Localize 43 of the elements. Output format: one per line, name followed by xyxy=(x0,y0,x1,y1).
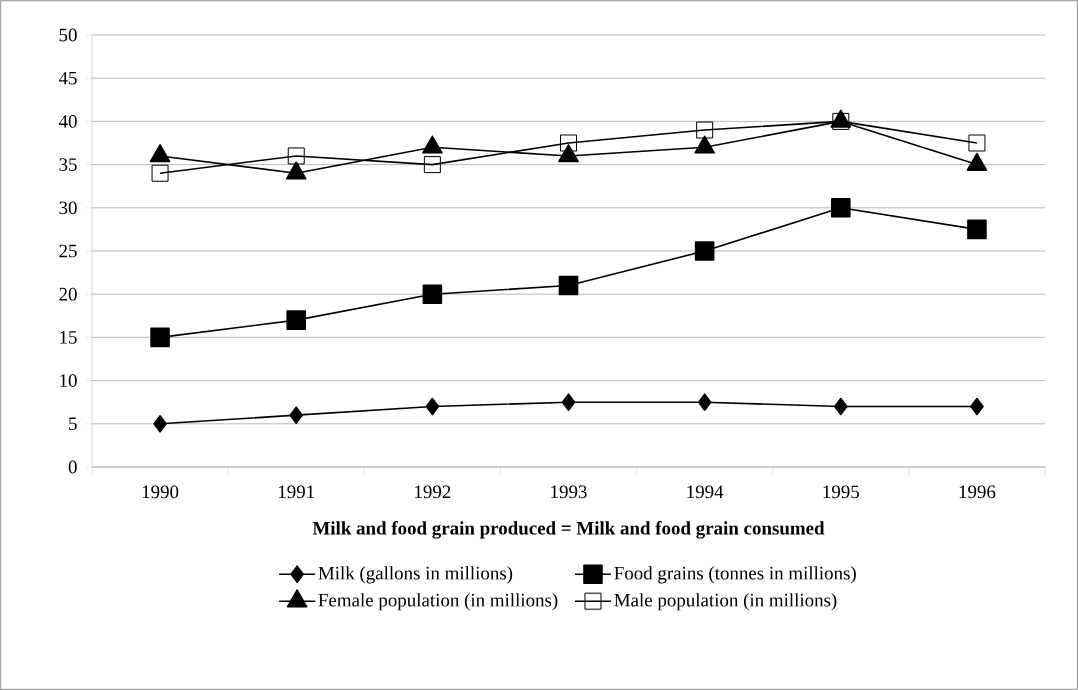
legend-label: Female population (in millions) xyxy=(318,593,558,611)
x-tick-label: 1994 xyxy=(687,485,724,499)
point xyxy=(558,275,579,296)
point xyxy=(968,134,986,152)
point xyxy=(697,393,712,411)
point xyxy=(425,397,440,416)
x-axis-title: Milk and food grain produced = Milk and food grain consumed xyxy=(312,521,825,539)
x-tick-label: 1995 xyxy=(823,485,859,499)
y-tick-label: 20 xyxy=(59,287,77,301)
legend-label: Food grains (tonnes in millions) xyxy=(614,566,856,584)
point xyxy=(694,241,715,261)
y-tick-label: 0 xyxy=(68,460,77,474)
y-tick-label: 30 xyxy=(59,201,77,215)
point xyxy=(289,406,304,424)
point xyxy=(560,134,578,152)
point xyxy=(153,415,167,433)
point xyxy=(151,164,169,182)
x-tick-label: 1996 xyxy=(959,485,996,499)
y-tick-label: 45 xyxy=(58,71,77,85)
legend-label: Male population (in millions) xyxy=(614,593,837,611)
point xyxy=(423,156,441,174)
y-tick-label: 10 xyxy=(60,374,77,387)
x-tick-label: 1993 xyxy=(551,485,587,499)
y-tick-label: 35 xyxy=(59,158,77,171)
y-tick-label: 5 xyxy=(69,417,77,431)
point xyxy=(967,219,987,240)
point xyxy=(150,327,170,348)
point xyxy=(422,284,443,304)
y-tick-label: 25 xyxy=(59,244,77,258)
x-tick-label: 1990 xyxy=(142,485,179,499)
y-tick-label: 50 xyxy=(59,28,77,42)
x-tick-label: 1991 xyxy=(278,485,315,499)
y-tick-label: 15 xyxy=(60,331,77,344)
legend-label: Milk (gallons in millions) xyxy=(318,566,513,584)
y-tick-label: 40 xyxy=(58,115,77,128)
point xyxy=(696,121,714,139)
point xyxy=(287,147,305,165)
point xyxy=(561,393,576,411)
x-tick-label: 1992 xyxy=(415,485,451,499)
point xyxy=(833,397,848,416)
point xyxy=(830,198,851,218)
point xyxy=(286,310,307,330)
point xyxy=(970,397,984,416)
